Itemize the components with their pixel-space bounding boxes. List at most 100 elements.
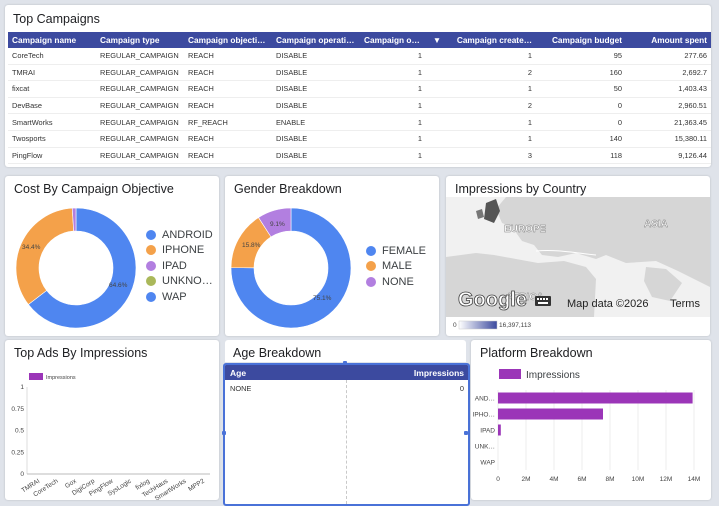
table-cell: 1 xyxy=(448,48,536,65)
table-row[interactable]: SmartWorks REGULAR_CAMPAIGN RF_REACH ENABLE… xyxy=(8,113,711,131)
x-tick-label: 10M xyxy=(632,476,645,483)
map-label-asia: ASIA xyxy=(644,219,668,230)
table-cell: 2 xyxy=(448,97,536,115)
column-header[interactable]: Campaign operati… xyxy=(272,32,360,48)
table-cell: REGULAR_CAMPAIGN xyxy=(96,64,184,82)
table-cell: 1 xyxy=(448,113,536,131)
donut-slice[interactable] xyxy=(15,207,74,305)
legend-item[interactable]: NONE xyxy=(366,274,426,290)
legend-label: MALE xyxy=(382,260,412,273)
table-cell: 1 xyxy=(360,163,426,167)
column-header[interactable]: Campaign objecti… xyxy=(184,32,272,48)
top-ads-title: Top Ads By Impressions xyxy=(14,346,148,360)
table-row[interactable]: CoreTech REGULAR_CAMPAIGN REACH DISABLE 1 1 95… xyxy=(8,48,711,65)
legend-item[interactable]: WAP xyxy=(146,289,213,305)
donut-slice[interactable] xyxy=(258,207,292,238)
legend-swatch xyxy=(29,373,43,380)
table-cell: 2,692.7 xyxy=(626,64,711,82)
table-cell: 1 xyxy=(360,80,426,98)
bar[interactable] xyxy=(498,392,693,404)
legend-dot xyxy=(146,245,156,256)
table-cell: 0 xyxy=(536,113,626,131)
gender-legend: FEMALE MALE NONE xyxy=(366,243,426,290)
y-tick-label: 1 xyxy=(20,384,24,391)
legend-item[interactable]: IPHONE xyxy=(146,243,213,259)
table-row[interactable]: Twosports REGULAR_CAMPAIGN REACH DISABLE 1 1 1… xyxy=(8,130,711,148)
table-cell: REGULAR_CAMPAIGN xyxy=(96,163,184,167)
table-row[interactable]: GoxREGULAR_CAMPAIGNREACHDISABLE1100 xyxy=(8,163,711,167)
bar[interactable] xyxy=(498,424,501,436)
legend-item[interactable]: FEMALE xyxy=(366,243,426,259)
keyboard-icon[interactable] xyxy=(535,296,551,306)
top-ads-card: Top Ads By Impressions Impressions 0 0.25… xyxy=(5,340,219,500)
top-ads-legend: Impressions xyxy=(46,375,76,381)
legend-item[interactable]: UNKNO… xyxy=(146,274,213,290)
y-tick-label: WAP xyxy=(480,460,495,467)
legend-item[interactable]: ANDROID xyxy=(146,227,213,243)
age-row-label: NONE xyxy=(230,384,252,393)
table-cell: 21,363.45 xyxy=(626,113,711,131)
column-header[interactable]: Campaign budget xyxy=(536,32,626,48)
column-header[interactable]: Campaign ope… xyxy=(360,32,426,48)
color-scale: 0 16,397,113 xyxy=(453,320,531,330)
table-cell: 50 xyxy=(536,80,626,98)
table-cell: DISABLE xyxy=(272,48,360,65)
donut-slice[interactable] xyxy=(27,207,137,329)
table-cell: 0 xyxy=(536,97,626,115)
x-tick-label: 14M xyxy=(688,476,701,483)
y-tick-label: IPAD xyxy=(480,428,495,435)
column-header[interactable]: Amount spent xyxy=(626,32,711,48)
column-header[interactable]: Campaign create… xyxy=(448,32,536,48)
table-body: CoreTech REGULAR_CAMPAIGN REACH DISABLE 1 1 95… xyxy=(8,48,711,167)
x-tick-label: MPP2 xyxy=(187,478,206,494)
cost-donut-chart: 64.6% 34.4% xyxy=(15,207,137,329)
table-cell: DISABLE xyxy=(272,97,360,115)
table-cell: 15,380.11 xyxy=(626,130,711,148)
table-row[interactable]: TMRAI REGULAR_CAMPAIGN REACH DISABLE 1 2 160 2,… xyxy=(8,64,711,82)
legend-label: IPAD xyxy=(162,259,187,272)
table-row[interactable]: PingFlow REGULAR_CAMPAIGN REACH DISABLE 1 3 11… xyxy=(8,147,711,165)
table-cell: 1 xyxy=(360,113,426,131)
gender-data-label: 9.1% xyxy=(270,221,285,228)
top-campaigns-title: Top Campaigns xyxy=(13,12,100,26)
table-cell: 1,403.43 xyxy=(626,80,711,98)
sort-indicator[interactable]: ▼ xyxy=(426,32,448,48)
age-breakdown-card[interactable]: Age Impressions NONE 0 xyxy=(223,363,470,506)
column-header[interactable]: Campaign type xyxy=(96,32,184,48)
age-column-header[interactable]: Age xyxy=(230,368,247,378)
legend-item[interactable]: IPAD xyxy=(146,258,213,274)
table-cell: DISABLE xyxy=(272,130,360,148)
donut-slice[interactable] xyxy=(230,207,352,329)
gender-breakdown-card: Gender Breakdown 75.1% 15.8% 9.1% FEMALE… xyxy=(225,176,439,336)
table-cell: 1 xyxy=(360,97,426,115)
map-data-attribution: Map data ©2026 xyxy=(567,298,649,310)
world-map[interactable]: EUROPE ASIA AFRICA Google Map data ©2026… xyxy=(446,197,710,317)
top-campaigns-card: Top Campaigns Campaign name Campaign type… xyxy=(5,5,711,167)
table-cell: fixcat xyxy=(8,80,96,98)
legend-swatch xyxy=(499,369,521,379)
table-row[interactable]: DevBase REGULAR_CAMPAIGN REACH DISABLE 1 2 0 2,… xyxy=(8,97,711,115)
table-cell: 140 xyxy=(536,130,626,148)
map-terms-link[interactable]: Terms xyxy=(670,298,700,310)
table-cell: 160 xyxy=(536,64,626,82)
donut-slice[interactable] xyxy=(71,207,77,232)
table-cell: DISABLE xyxy=(272,80,360,98)
table-row[interactable]: fixcat REGULAR_CAMPAIGN REACH DISABLE 1 1 50 1,… xyxy=(8,80,711,98)
scale-max: 16,397,113 xyxy=(499,322,531,329)
uk-highlight xyxy=(484,199,500,223)
legend-dot xyxy=(366,261,376,272)
resize-handle[interactable] xyxy=(222,431,226,435)
bar[interactable] xyxy=(498,408,603,420)
cost-data-label: 34.4% xyxy=(22,244,41,251)
legend-item[interactable]: MALE xyxy=(366,259,426,275)
resize-handle[interactable] xyxy=(343,361,347,365)
table-cell xyxy=(426,80,448,98)
x-tick-label: 6M xyxy=(577,476,586,483)
legend-dot xyxy=(146,260,156,271)
resize-handle[interactable] xyxy=(464,431,468,435)
legend-dot xyxy=(146,229,156,240)
impressions-column-header[interactable]: Impressions xyxy=(413,368,464,378)
y-tick-label: 0.75 xyxy=(11,406,24,413)
column-header[interactable]: Campaign name xyxy=(8,32,96,48)
